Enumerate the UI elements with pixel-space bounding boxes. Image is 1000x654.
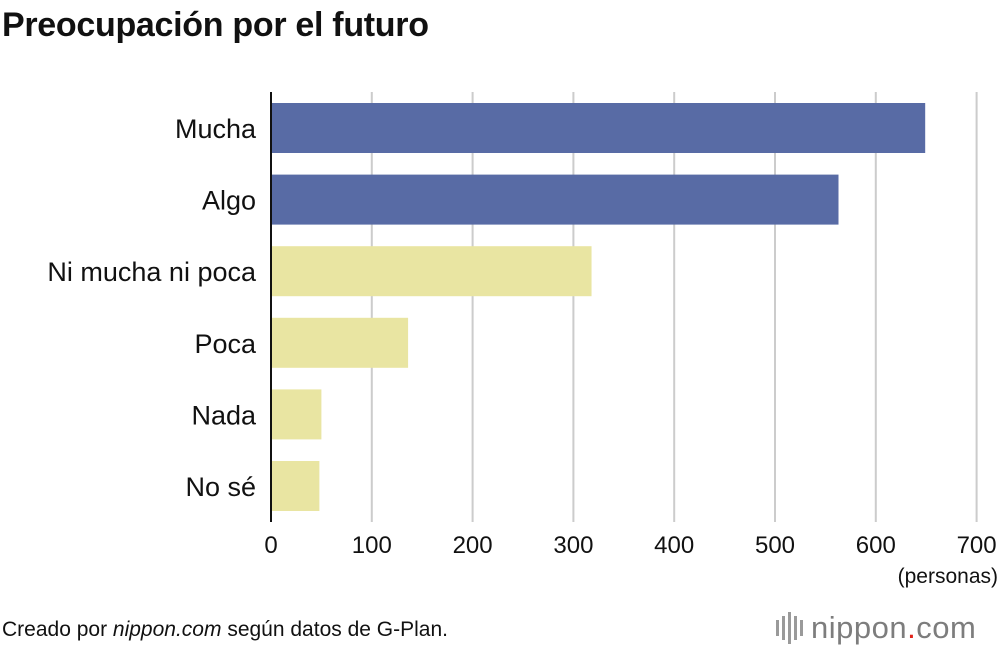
bar-3 <box>271 246 592 297</box>
category-label: Ni mucha ni poca <box>47 257 257 287</box>
bar-6 <box>271 461 320 511</box>
x-tick-label: 500 <box>755 532 795 559</box>
x-tick-label: 100 <box>352 532 392 559</box>
category-label: Poca <box>194 329 257 359</box>
source-suffix: según datos de G-Plan. <box>221 618 448 641</box>
category-label: Nada <box>191 400 257 430</box>
gridlines <box>370 92 978 522</box>
bars <box>271 103 926 511</box>
x-tick-label: 700 <box>957 532 997 559</box>
x-tick-label: 200 <box>453 532 493 559</box>
category-labels: Mucha Algo Ni mucha ni poca Poca Nada No sé <box>47 114 257 502</box>
category-label: Algo <box>202 186 256 216</box>
bar-5 <box>271 389 322 440</box>
chart-title: Preocupación por el futuro <box>2 6 429 44</box>
source-note: Creado por nippon.com según datos de G-P… <box>2 618 448 642</box>
nippon-logo[interactable]: nippon.com <box>776 608 976 648</box>
bar-1 <box>271 103 926 153</box>
x-tick-label: 600 <box>856 532 896 559</box>
bar-4 <box>271 317 409 368</box>
x-axis-unit: (personas) <box>898 565 998 588</box>
category-label: Mucha <box>175 114 257 144</box>
source-site: nippon.com <box>112 618 222 641</box>
bar-2 <box>271 174 839 225</box>
source-prefix: Creado por <box>2 618 113 641</box>
x-tick-label: 0 <box>264 532 277 559</box>
logo-wordmark: nippon.com <box>811 610 977 645</box>
x-tick-label: 400 <box>654 532 694 559</box>
logo-bars-icon <box>776 612 803 644</box>
x-tick-labels: 0 100 200 300 400 500 600 700 <box>264 532 996 559</box>
x-tick-label: 300 <box>553 532 593 559</box>
category-label: No sé <box>185 472 256 502</box>
